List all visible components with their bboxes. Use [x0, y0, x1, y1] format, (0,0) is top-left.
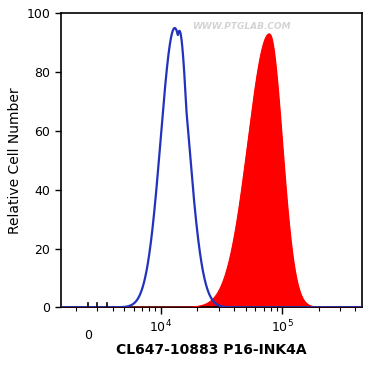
- Text: WWW.PTGLAB.COM: WWW.PTGLAB.COM: [192, 22, 290, 31]
- Y-axis label: Relative Cell Number: Relative Cell Number: [9, 87, 22, 234]
- X-axis label: CL647-10883 P16-INK4A: CL647-10883 P16-INK4A: [116, 343, 306, 357]
- Text: 0: 0: [84, 329, 92, 342]
